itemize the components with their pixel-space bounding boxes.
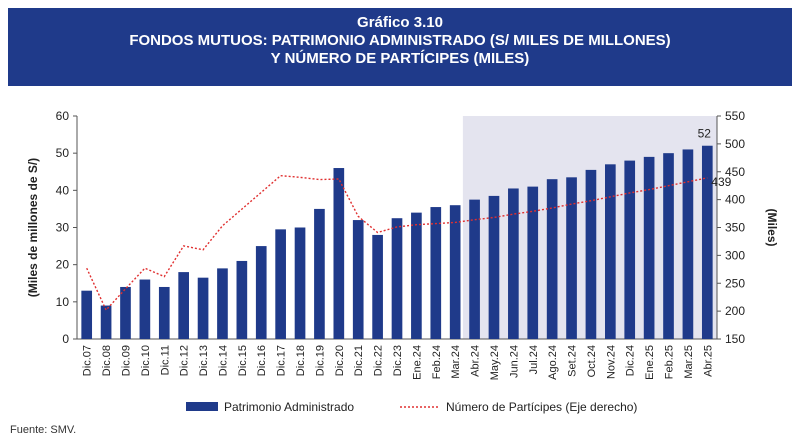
y-tick-label-left: 60 <box>56 109 70 123</box>
bar-Dic.20 <box>333 168 345 339</box>
y-axis-label-left: (Miles de millones de S/) <box>26 158 40 297</box>
line-end-label: 439 <box>711 175 731 189</box>
x-tick-label: Feb.24 <box>431 345 443 379</box>
x-tick-label: Dic.08 <box>101 345 113 376</box>
y-tick-label-left: 0 <box>62 332 69 346</box>
x-tick-label: Dic.23 <box>392 345 404 376</box>
x-tick-label: Nov.24 <box>605 345 617 379</box>
y-tick-label-left: 10 <box>56 295 70 309</box>
bar-Dic.12 <box>178 272 189 339</box>
x-tick-label: Abr.25 <box>702 345 714 377</box>
y-tick-label-right: 350 <box>725 221 745 235</box>
y-tick-label-right: 500 <box>725 137 745 151</box>
bar-Dic.22 <box>372 234 383 339</box>
bar-Jul.24 <box>527 186 539 339</box>
bar-Oct.24 <box>585 169 597 339</box>
y-axis-label-right: (Miles) <box>765 208 779 246</box>
bar-May.24 <box>488 195 500 339</box>
chart-subtitle: Y NÚMERO DE PARTÍCIPES (MILES) <box>270 50 530 67</box>
chart-title: FONDOS MUTUOS: PATRIMONIO ADMINISTRADO (… <box>129 32 671 49</box>
x-tick-label: Set.24 <box>567 345 579 377</box>
bar-Dic.24 <box>624 160 636 339</box>
x-tick-label: Dic.22 <box>373 345 385 376</box>
x-tick-label: Dic.24 <box>625 345 637 376</box>
x-tick-label: Dic.13 <box>198 345 210 376</box>
bar-Ene.24 <box>411 212 422 339</box>
y-tick-label-left: 50 <box>56 146 70 160</box>
x-tick-label: Dic.07 <box>82 345 94 376</box>
bar-Dic.17 <box>275 229 286 339</box>
x-tick-label: Mar.25 <box>683 345 695 379</box>
legend-bar-swatch <box>186 402 218 411</box>
y-tick-label-right: 550 <box>725 109 745 123</box>
bar-Nov.24 <box>605 164 616 339</box>
x-tick-label: Jun.24 <box>508 345 520 378</box>
x-tick-label: Ago.24 <box>547 345 559 380</box>
x-tick-label: Ene.25 <box>644 345 656 380</box>
x-tick-label: Mar.24 <box>450 345 462 379</box>
y-tick-label-left: 20 <box>56 258 70 272</box>
bar-Dic.13 <box>197 277 209 339</box>
x-tick-label: Dic.10 <box>140 345 152 376</box>
bar-Feb.25 <box>663 153 674 339</box>
x-tick-label: Ene.24 <box>411 345 423 380</box>
bar-Dic.18 <box>294 227 306 339</box>
line-participes <box>86 174 708 312</box>
x-tick-label: Abr.24 <box>470 345 482 377</box>
bar-Abr.24 <box>469 199 480 339</box>
x-tick-label: Oct.24 <box>586 345 598 377</box>
bar-end-label: 52 <box>698 127 712 141</box>
x-tick-label: Dic.20 <box>334 345 346 376</box>
bar-Jun.24 <box>508 188 519 339</box>
legend-bar-label: Patrimonio Administrado <box>224 400 354 414</box>
legend-line-label: Número de Partícipes (Eje derecho) <box>446 400 637 414</box>
x-tick-label: Dic.21 <box>353 345 365 376</box>
chart-title-banner: Gráfico 3.10 FONDOS MUTUOS: PATRIMONIO A… <box>8 8 792 86</box>
bar-Dic.10 <box>139 279 151 339</box>
x-tick-label: Dic.18 <box>295 345 307 376</box>
y-tick-label-right: 200 <box>725 304 745 318</box>
y-tick-label-right: 250 <box>725 276 745 290</box>
x-tick-label: May.24 <box>489 345 501 380</box>
y-tick-label-right: 450 <box>725 165 745 179</box>
bar-Dic.21 <box>352 220 364 339</box>
bar-Dic.09 <box>120 286 131 339</box>
y-tick-label-right: 300 <box>725 248 745 262</box>
x-tick-label: Jul.24 <box>528 345 540 374</box>
x-tick-label: Dic.15 <box>237 345 249 376</box>
x-tick-label: Dic.19 <box>314 345 326 376</box>
y-tick-label-right: 400 <box>725 193 745 207</box>
bar-Abr.25 <box>701 145 713 339</box>
x-tick-label: Feb.25 <box>664 345 676 379</box>
bar-Ene.25 <box>643 156 655 339</box>
bar-Dic.14 <box>217 268 228 339</box>
bar-Dic.11 <box>158 286 170 339</box>
x-tick-label: Dic.14 <box>217 345 229 376</box>
bar-Dic.19 <box>314 208 325 339</box>
source-note: Fuente: SMV. <box>10 424 77 436</box>
x-tick-label: Dic.09 <box>120 345 132 376</box>
y-tick-label-right: 150 <box>725 332 745 346</box>
figure-number: Gráfico 3.10 <box>357 14 443 31</box>
x-tick-label: Dic.16 <box>256 345 268 376</box>
bar-Dic.07 <box>81 290 93 339</box>
bar-Dic.08 <box>100 305 112 339</box>
bar-Mar.24 <box>449 205 461 339</box>
bar-Set.24 <box>566 177 577 339</box>
bar-Feb.24 <box>430 207 442 339</box>
x-tick-label: Dic.17 <box>276 345 288 376</box>
bar-Mar.25 <box>682 149 694 339</box>
bar-Dic.16 <box>255 246 267 339</box>
y-tick-label-left: 40 <box>56 183 70 197</box>
bar-Ago.24 <box>546 179 558 339</box>
y-tick-label-left: 30 <box>56 221 70 235</box>
x-tick-label: Dic.12 <box>179 345 191 376</box>
x-tick-label: Dic.11 <box>159 345 171 375</box>
bar-Dic.23 <box>391 218 403 339</box>
bar-Dic.15 <box>236 260 248 339</box>
